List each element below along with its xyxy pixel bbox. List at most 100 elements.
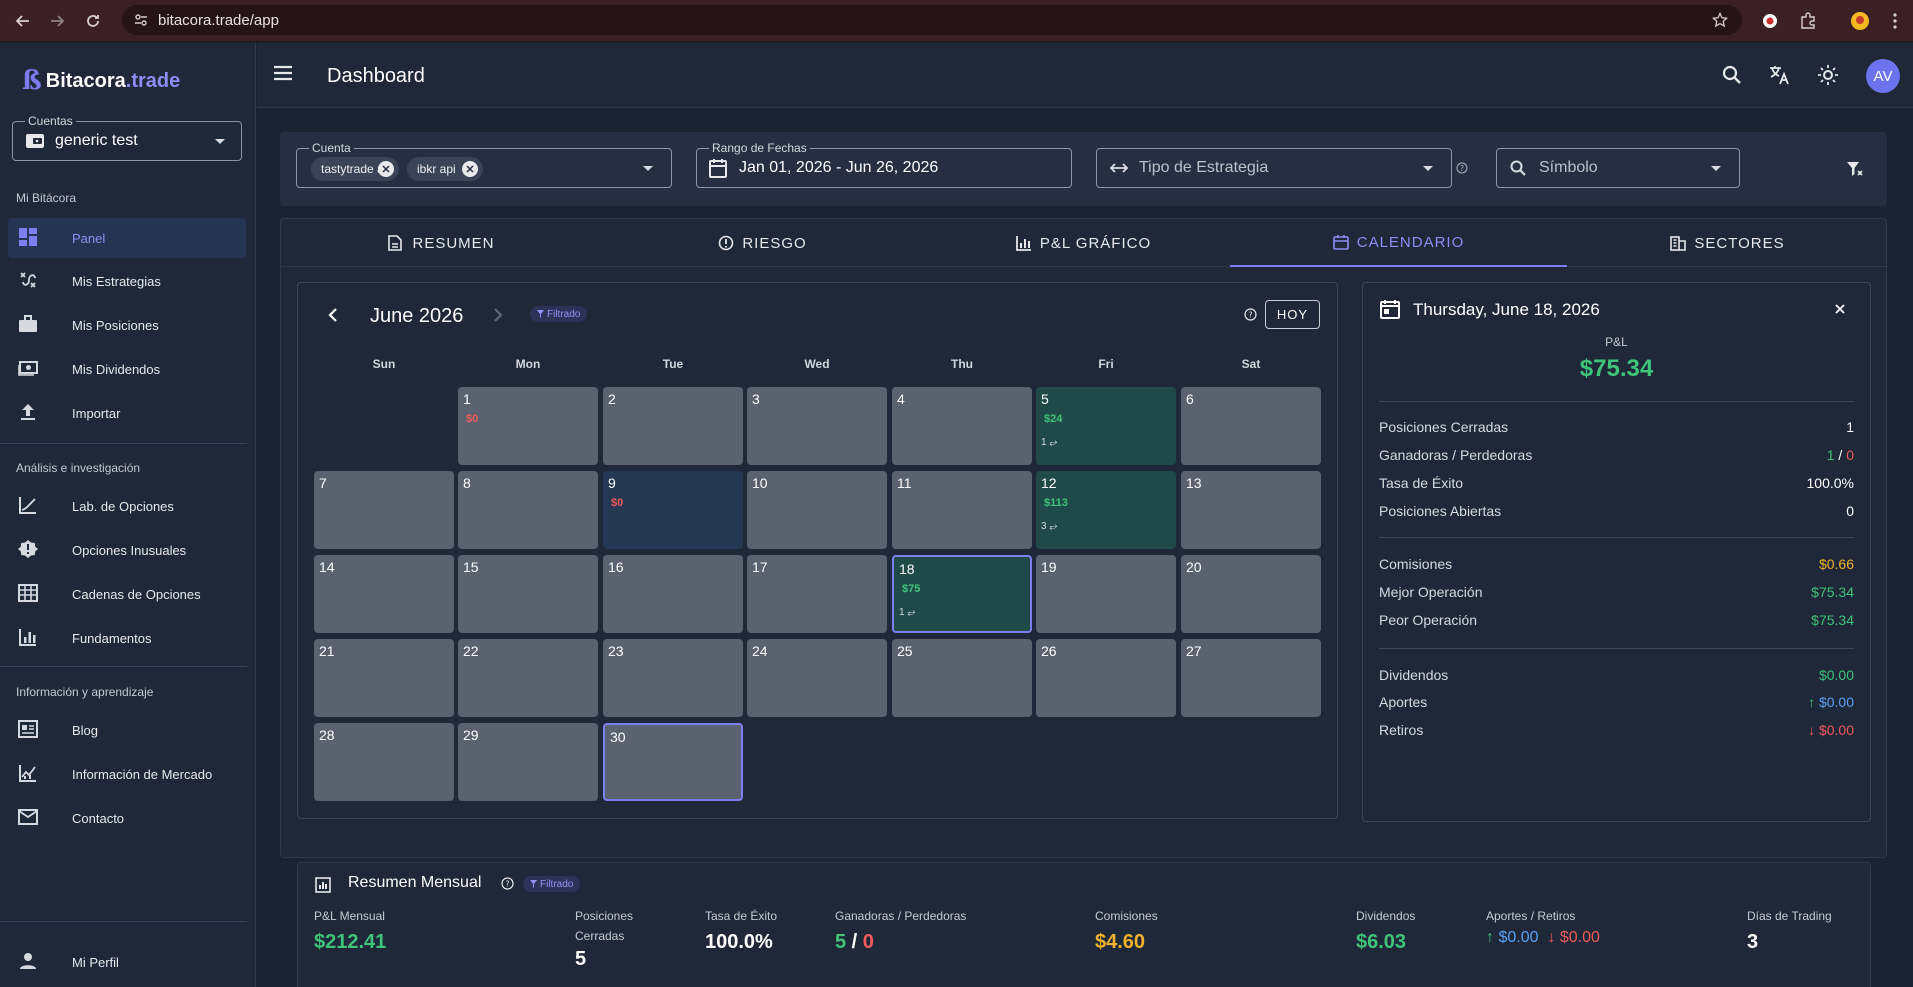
- today-button[interactable]: HOY: [1265, 300, 1320, 329]
- account-select[interactable]: Cuentas generic test: [12, 114, 242, 161]
- tab-pl-grafico[interactable]: P&L GRÁFICO: [923, 219, 1244, 267]
- calendar-day-11[interactable]: 11: [892, 471, 1032, 549]
- help-icon[interactable]: ?: [501, 877, 514, 890]
- calendar-day-9[interactable]: 9 $0: [603, 471, 743, 549]
- strategy-type-select[interactable]: Tipo de Estrategia: [1096, 148, 1452, 188]
- sidebar-item-contacto[interactable]: Contacto: [8, 798, 246, 838]
- section-title-analisis: Análisis e investigación: [16, 461, 141, 475]
- tab-calendario[interactable]: CALENDARIO: [1230, 219, 1567, 267]
- extensions-puzzle-icon[interactable]: [1797, 10, 1819, 32]
- account-chip[interactable]: tastytrade api ✕: [311, 157, 399, 181]
- account-select-label: Cuentas: [25, 114, 76, 128]
- chip-remove-icon[interactable]: ✕: [378, 161, 394, 177]
- reload-icon[interactable]: [82, 10, 104, 32]
- sidebar-item-lab-opciones[interactable]: Lab. de Opciones: [8, 486, 246, 526]
- theme-sun-icon[interactable]: [1816, 63, 1840, 87]
- site-info-icon[interactable]: [134, 13, 148, 27]
- date-range-filter[interactable]: Rango de Fechas Jan 01, 2026 - Jun 26, 2…: [696, 141, 1072, 188]
- bookmark-star-icon[interactable]: [1712, 12, 1728, 28]
- help-icon[interactable]: ?: [1244, 308, 1257, 321]
- avatar[interactable]: AV: [1866, 59, 1900, 93]
- clear-filters-icon[interactable]: [1846, 161, 1864, 177]
- detail-pl-value: $75.34: [1579, 355, 1654, 382]
- day-number: 28: [319, 727, 335, 743]
- account-chip[interactable]: ibkr api ✕: [407, 157, 483, 181]
- calendar-day-27[interactable]: 27: [1181, 639, 1321, 717]
- detail-row: Dividendos $0.00: [1379, 667, 1854, 683]
- account-filter[interactable]: Cuenta tastytrade api ✕ ibkr api ✕: [296, 141, 672, 188]
- detail-row: Aportes ↑ $0.00: [1379, 694, 1854, 710]
- sidebar-item-fundamentos[interactable]: Fundamentos: [8, 618, 246, 658]
- calendar-day-29[interactable]: 29: [458, 723, 598, 801]
- forward-icon[interactable]: [46, 10, 68, 32]
- calendar-day-24[interactable]: 24: [747, 639, 887, 717]
- stat-value: $4.60: [1095, 931, 1146, 953]
- summary-rate: Tasa de Éxito 100.0%: [705, 906, 777, 954]
- sidebar-item-mi-perfil[interactable]: Mi Perfil: [8, 942, 246, 982]
- strategy-icon: [18, 270, 40, 292]
- calendar-day-28[interactable]: 28: [314, 723, 454, 801]
- address-bar[interactable]: bitacora.trade/app: [122, 5, 1742, 35]
- sidebar-item-panel[interactable]: Panel: [8, 218, 246, 258]
- calendar-day-21[interactable]: 21: [314, 639, 454, 717]
- svg-text:?: ?: [505, 880, 509, 889]
- svg-text:?: ?: [1248, 311, 1252, 320]
- calendar-day-30[interactable]: 30: [603, 723, 743, 801]
- section-title-bitacora: Mi Bitácora: [16, 191, 77, 205]
- calendar-day-16[interactable]: 16: [603, 555, 743, 633]
- tab-riesgo[interactable]: RIESGO: [602, 219, 923, 267]
- chip-remove-icon[interactable]: ✕: [462, 161, 478, 177]
- calendar-day-20[interactable]: 20: [1181, 555, 1321, 633]
- calendar-day-5[interactable]: 5 $24 1 ⥂: [1036, 387, 1176, 465]
- search-icon[interactable]: [1720, 63, 1744, 87]
- calendar-day-17[interactable]: 17: [747, 555, 887, 633]
- calendar-day-26[interactable]: 26: [1036, 639, 1176, 717]
- help-icon[interactable]: ?: [1456, 162, 1468, 174]
- sidebar-item-posiciones[interactable]: Mis Posiciones: [8, 305, 246, 345]
- tab-sectores[interactable]: SECTORES: [1567, 219, 1888, 267]
- close-icon[interactable]: [1834, 303, 1846, 315]
- sidebar-item-informacion-mercado[interactable]: Información de Mercado: [8, 754, 246, 794]
- calendar-day-8[interactable]: 8: [458, 471, 598, 549]
- sidebar-item-cadenas-opciones[interactable]: Cadenas de Opciones: [8, 574, 246, 614]
- tab-resumen[interactable]: RESUMEN: [281, 219, 602, 267]
- extension-record-icon[interactable]: [1759, 10, 1781, 32]
- sidebar-item-importar[interactable]: Importar: [8, 393, 246, 433]
- calendar-day-12[interactable]: 12 $113 3 ⥂: [1036, 471, 1176, 549]
- calendar-day-1[interactable]: 1 $0: [458, 387, 598, 465]
- calendar-day-6[interactable]: 6: [1181, 387, 1321, 465]
- symbol-select[interactable]: Símbolo: [1496, 148, 1740, 188]
- next-month-icon[interactable]: [493, 308, 503, 322]
- calendar-day-23[interactable]: 23: [603, 639, 743, 717]
- sidebar-item-opciones-inusuales[interactable]: Opciones Inusuales: [8, 530, 246, 570]
- profile-icon[interactable]: [1849, 10, 1871, 32]
- calendar-day-19[interactable]: 19: [1036, 555, 1176, 633]
- translate-icon[interactable]: [1768, 63, 1792, 87]
- calendar-day-7[interactable]: 7: [314, 471, 454, 549]
- back-icon[interactable]: [12, 10, 34, 32]
- menu-icon[interactable]: [273, 65, 293, 81]
- calendar-day-14[interactable]: 14: [314, 555, 454, 633]
- calendar-day-15[interactable]: 15: [458, 555, 598, 633]
- calendar-day-4[interactable]: 4: [892, 387, 1032, 465]
- logo[interactable]: ß Bitacora.trade: [22, 61, 180, 101]
- arrow-down-icon: ↓: [1547, 929, 1560, 946]
- arrow-up-icon: ↑: [1808, 694, 1819, 710]
- chevron-down-icon: [1711, 166, 1721, 171]
- browser-menu-icon[interactable]: [1884, 10, 1906, 32]
- calendar-day-10[interactable]: 10: [747, 471, 887, 549]
- sidebar-item-dividendos[interactable]: Mis Dividendos: [8, 349, 246, 389]
- calendar-day-3[interactable]: 3: [747, 387, 887, 465]
- prev-month-icon[interactable]: [328, 308, 338, 322]
- day-number: 1: [463, 391, 471, 407]
- calendar-day-22[interactable]: 22: [458, 639, 598, 717]
- sidebar-item-blog[interactable]: Blog: [8, 710, 246, 750]
- calendar-day-18[interactable]: 18 $75 1 ⥂: [892, 555, 1032, 633]
- sidebar-item-estrategias[interactable]: Mis Estrategias: [8, 261, 246, 301]
- calendar-day-25[interactable]: 25: [892, 639, 1032, 717]
- calendar-day-2[interactable]: 2: [603, 387, 743, 465]
- summary-cash-flow: Aportes / Retiros ↑ $0.00 ↓ $0.00: [1486, 906, 1600, 947]
- calendar-day-13[interactable]: 13: [1181, 471, 1321, 549]
- chevron-down-icon: [1423, 166, 1433, 171]
- sidebar-item-label: Blog: [72, 722, 99, 738]
